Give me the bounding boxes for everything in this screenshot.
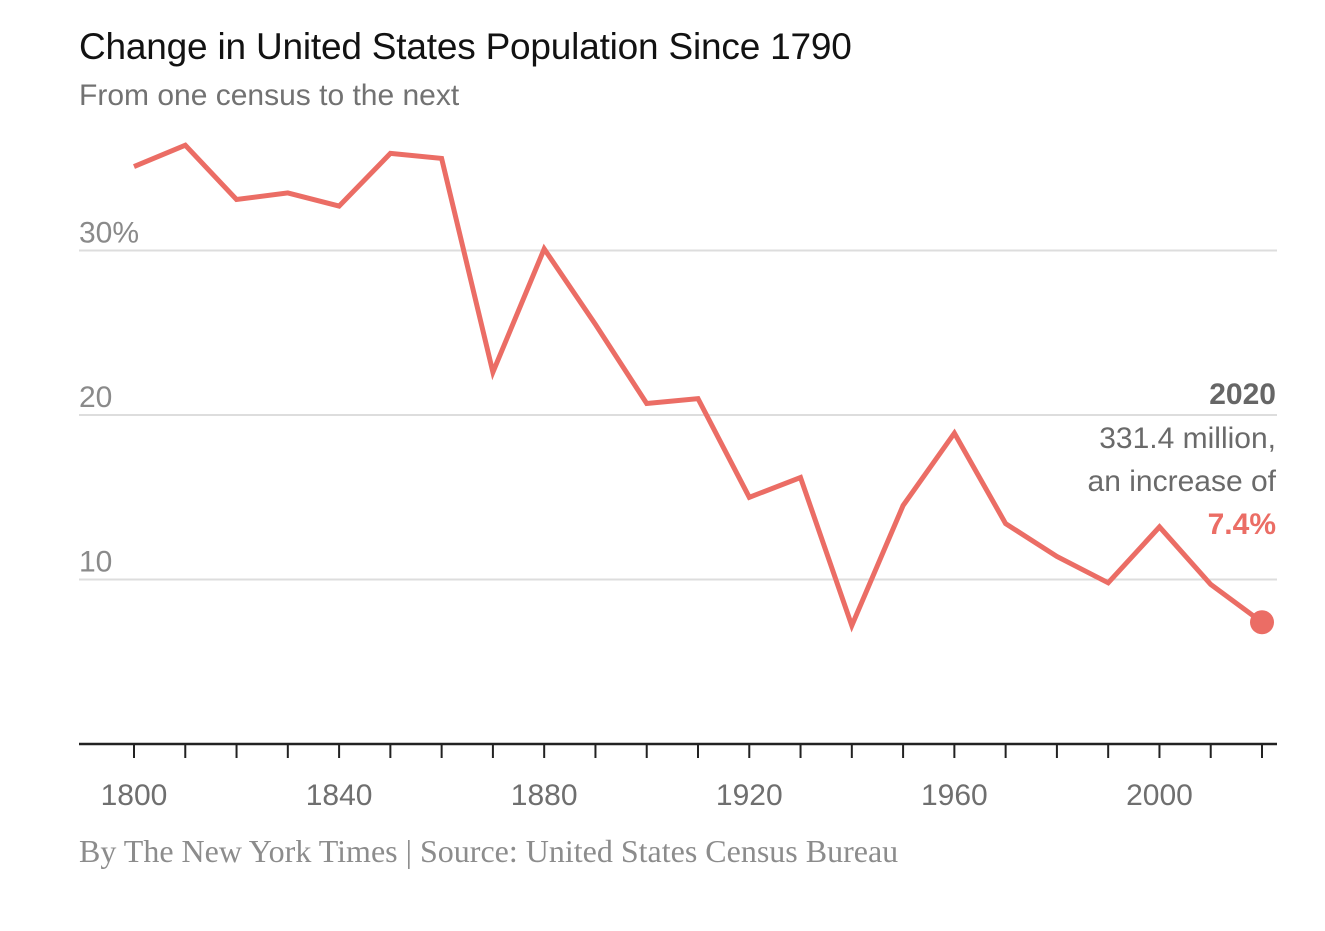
annotation-increase-label: an increase of — [1088, 465, 1277, 498]
x-tick-label-1960: 1960 — [921, 779, 988, 812]
x-axis — [79, 742, 1277, 758]
chart-subtitle: From one census to the next — [79, 79, 460, 112]
annotation-population: 331.4 million, — [1099, 422, 1276, 455]
annotation-2020: 2020 331.4 million, an increase of 7.4% — [1088, 378, 1277, 541]
x-tick-label-1920: 1920 — [716, 779, 783, 812]
x-tick-label-2000: 2000 — [1126, 779, 1193, 812]
chart-title: Change in United States Population Since… — [79, 26, 852, 67]
y-axis-labels: 10 20 30% — [79, 217, 139, 579]
y-tick-label-20: 20 — [79, 381, 112, 414]
y-tick-label-10: 10 — [79, 546, 112, 579]
y-tick-label-30: 30% — [79, 217, 139, 250]
gridlines — [79, 249, 1277, 581]
annotation-value: 7.4% — [1208, 508, 1276, 541]
source-credit: By The New York Times | Source: United S… — [79, 833, 899, 869]
annotation-year: 2020 — [1209, 378, 1276, 411]
x-tick-label-1800: 1800 — [101, 779, 168, 812]
x-tick-label-1840: 1840 — [306, 779, 373, 812]
series-layer — [133, 142, 1274, 635]
population-change-line — [133, 142, 1264, 633]
x-tick-label-1880: 1880 — [511, 779, 578, 812]
point-2020 — [1250, 610, 1274, 635]
x-axis-labels: 1800 1840 1880 1920 1960 2000 — [101, 779, 1193, 812]
